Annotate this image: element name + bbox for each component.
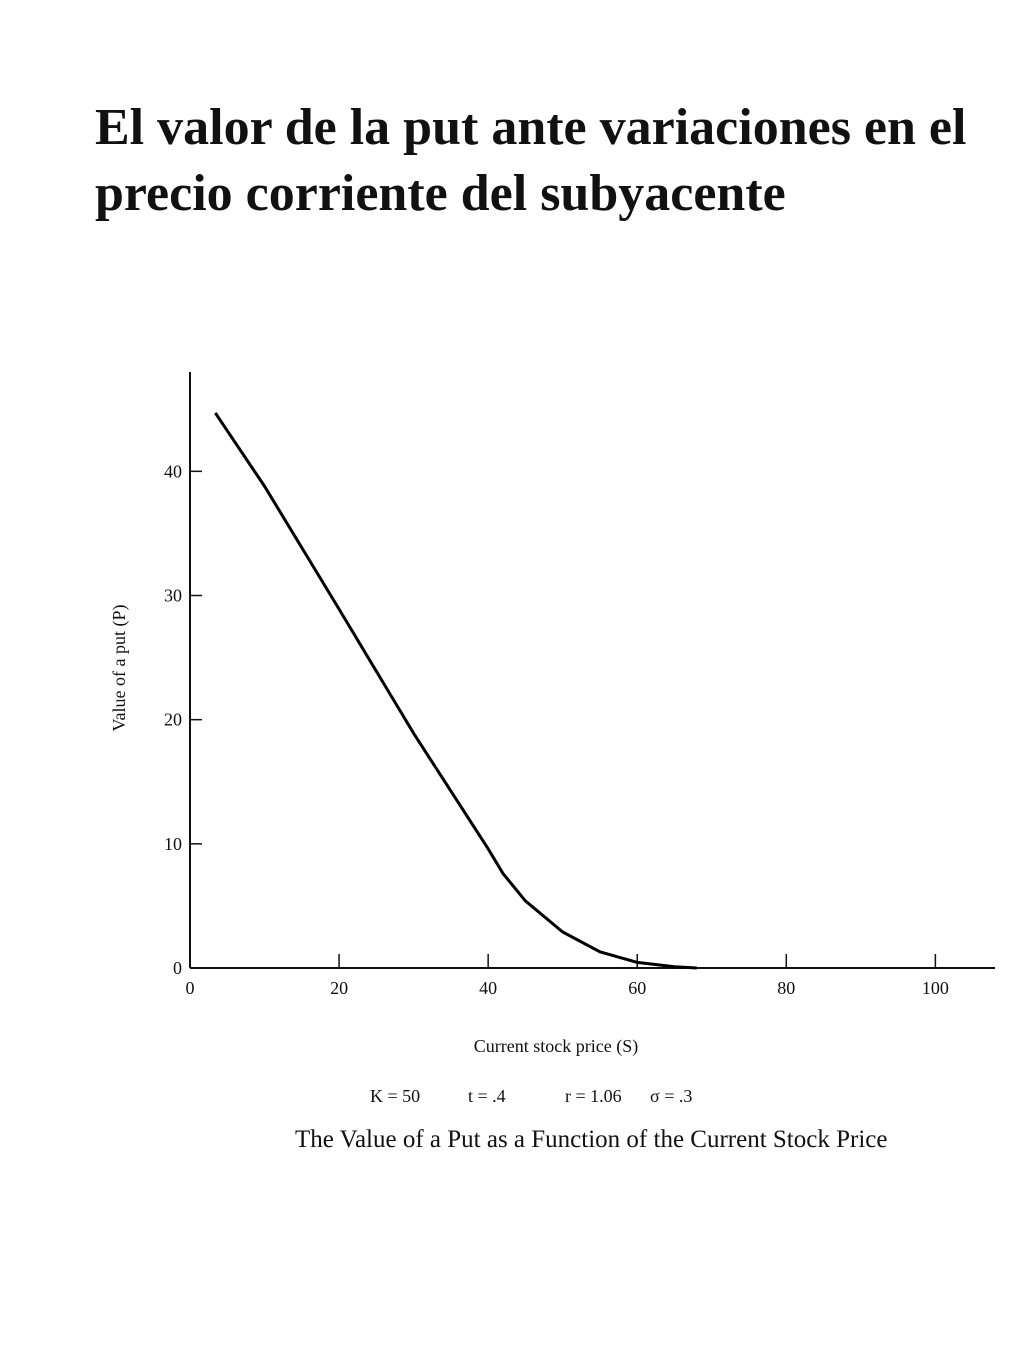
y-axis-label: Value of a put (P) (109, 605, 130, 732)
parameter: σ = .3 (650, 1086, 692, 1106)
line (214, 412, 697, 970)
x-tick-label: 0 (186, 978, 195, 998)
y-tick-label: 0 (173, 958, 182, 978)
y-tick-label: 40 (164, 461, 182, 481)
parameter: r = 1.06 (565, 1086, 622, 1106)
parameter: K = 50 (370, 1086, 420, 1106)
caption: The Value of a Put as a Function of the … (295, 1126, 888, 1153)
parameter: t = .4 (468, 1086, 506, 1106)
y-tick-label: 30 (164, 586, 182, 606)
x-axis-label: Current stock price (S) (474, 1036, 638, 1057)
x-tick-label: 100 (922, 978, 949, 998)
y-tick-label: 20 (164, 710, 182, 730)
x-tick-label: 40 (479, 978, 497, 998)
x-tick-label: 20 (330, 978, 348, 998)
x-tick-label: 60 (628, 978, 646, 998)
y-tick-label: 10 (164, 834, 182, 854)
chart-title: El valor de la put ante variaciones en e… (95, 99, 967, 222)
x-tick-label: 80 (777, 978, 795, 998)
